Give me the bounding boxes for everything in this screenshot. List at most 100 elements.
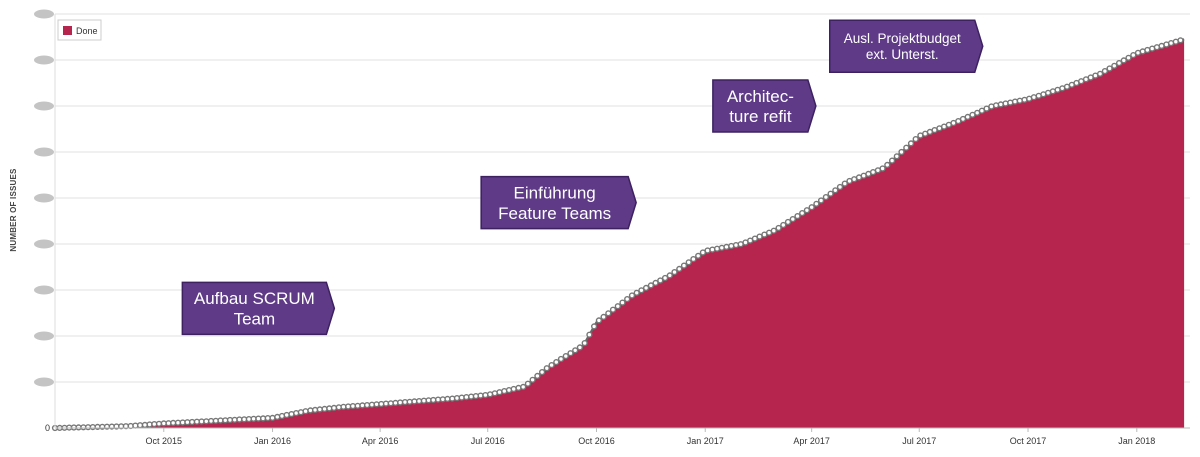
x-tick-label: Jan 2017 <box>687 436 724 446</box>
data-point <box>1106 65 1113 72</box>
data-point <box>836 183 844 191</box>
data-point <box>628 292 636 299</box>
data-point <box>888 157 896 164</box>
data-point <box>590 323 598 330</box>
data-point <box>477 392 484 399</box>
data-point <box>548 362 555 369</box>
data-point <box>572 347 579 354</box>
callout-text: Aufbau SCRUM <box>194 289 315 308</box>
data-point <box>732 242 740 249</box>
done-area <box>55 39 1185 429</box>
data-point <box>803 207 811 214</box>
callout-box <box>181 281 336 336</box>
data-point <box>562 353 569 360</box>
data-point <box>538 369 546 376</box>
data-point <box>576 344 584 351</box>
data-point <box>884 161 891 169</box>
data-point <box>397 399 404 406</box>
data-point <box>718 244 725 251</box>
data-point <box>581 340 588 347</box>
data-point <box>709 246 716 253</box>
data-point <box>520 383 527 391</box>
data-point <box>680 262 688 269</box>
data-point <box>605 310 612 317</box>
data-point <box>534 372 541 380</box>
data-point <box>553 359 560 366</box>
y-tick-label-redacted <box>34 239 54 249</box>
callout-box <box>480 175 637 230</box>
marker-layer <box>51 37 1184 432</box>
x-tick-label: Oct 2017 <box>1010 436 1047 446</box>
data-point <box>704 247 711 254</box>
data-point <box>978 107 986 114</box>
callout-box <box>712 79 817 133</box>
y-tick-label-redacted <box>34 9 54 19</box>
y-tick-label-redacted <box>34 193 54 203</box>
data-point <box>789 216 796 223</box>
data-point <box>137 422 144 429</box>
callout: Einführung Feature Teams <box>480 175 637 230</box>
data-point <box>898 148 905 156</box>
x-tick-label: Jul 2016 <box>471 436 505 446</box>
data-point <box>283 411 290 419</box>
data-point <box>931 127 938 134</box>
data-point <box>600 313 607 321</box>
callout-text: Ausl. Projektbudget <box>844 31 961 46</box>
data-point <box>1063 83 1071 90</box>
data-point <box>416 398 423 405</box>
data-point <box>633 289 640 296</box>
data-point <box>189 418 196 426</box>
data-point <box>1125 54 1132 61</box>
data-point <box>349 403 357 410</box>
callouts: Aufbau SCRUM Team Einführung Feature Teams A… <box>181 19 984 336</box>
data-point <box>799 210 806 217</box>
data-point <box>624 296 631 303</box>
data-point <box>770 227 777 234</box>
y-tick-label-redacted <box>34 377 54 387</box>
data-point <box>808 204 815 211</box>
data-point <box>964 113 971 121</box>
data-point <box>652 279 659 287</box>
data-point <box>723 243 730 251</box>
legend: Done <box>57 19 102 41</box>
data-point <box>917 132 924 139</box>
data-point <box>869 169 877 176</box>
data-point <box>1011 98 1019 105</box>
data-point <box>595 317 603 324</box>
callout-text: Feature Teams <box>498 204 611 223</box>
data-point <box>269 414 276 422</box>
data-point <box>1044 89 1052 96</box>
callout-text: Einführung <box>514 183 596 202</box>
data-point <box>832 187 839 194</box>
data-point <box>155 420 163 427</box>
callout-text: Architec- <box>727 87 794 106</box>
data-point <box>1016 97 1023 104</box>
data-point <box>1030 94 1038 101</box>
x-tick-label: Apr 2016 <box>362 436 399 446</box>
data-point <box>1078 78 1085 85</box>
data-point <box>619 299 626 306</box>
data-point <box>330 404 338 412</box>
data-point <box>529 376 536 383</box>
data-point <box>983 105 990 112</box>
data-point <box>1111 62 1118 69</box>
data-point <box>89 424 96 431</box>
callout-box <box>829 19 984 73</box>
data-point <box>250 415 257 422</box>
x-tick-label: Apr 2017 <box>793 436 830 446</box>
data-point <box>642 284 650 292</box>
data-point <box>907 140 915 147</box>
data-point <box>950 119 957 127</box>
data-point <box>463 394 470 401</box>
data-point <box>1177 37 1184 44</box>
y-ticks: 0 <box>34 9 54 433</box>
data-point <box>364 402 371 409</box>
data-point <box>316 406 323 413</box>
callout: Architec-ture refit <box>712 79 817 133</box>
legend-swatch <box>63 26 72 35</box>
x-ticks: Oct 2015 Jan 2016 Apr 2016 Jul 2016 Oct 2016… <box>146 428 1155 446</box>
data-point <box>685 259 692 266</box>
data-point <box>676 265 683 273</box>
x-tick-label: Jan 2018 <box>1118 436 1155 446</box>
data-point <box>524 380 532 387</box>
